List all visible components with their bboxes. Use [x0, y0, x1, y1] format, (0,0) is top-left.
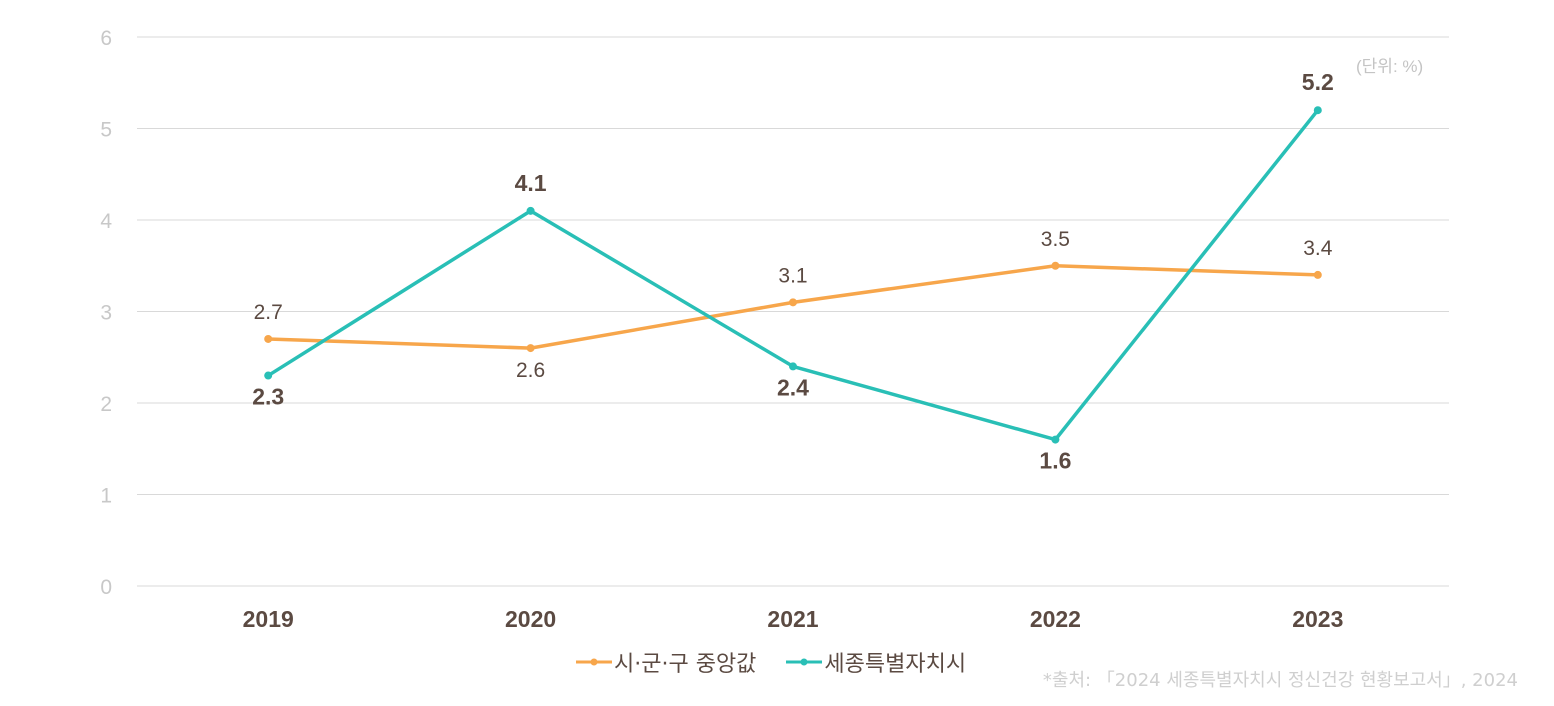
series-lines [264, 106, 1322, 444]
data-label: 2.3 [252, 384, 284, 410]
legend-item-sejong[interactable]: 세종특별자치시 [786, 646, 966, 678]
data-label: 3.4 [1303, 237, 1333, 260]
gridlines [137, 36, 1449, 587]
source-note: *출처: 「2024 세종특별자치시 정신건강 현황보고서」, 2024 [1042, 670, 1518, 691]
data-label: 2.7 [254, 301, 283, 324]
legend-label: 시·군·구 중앙값 [614, 652, 757, 677]
data-point[interactable] [264, 371, 273, 380]
legend-label: 세종특별자치시 [824, 652, 967, 677]
data-point[interactable] [789, 362, 797, 371]
x-tick-label: 2021 [767, 606, 818, 632]
data-label: 3.1 [778, 264, 807, 287]
data-label: 3.5 [1041, 228, 1070, 251]
data-label: 2.6 [516, 359, 545, 382]
data-label: 4.1 [515, 170, 547, 196]
data-point[interactable] [1051, 261, 1060, 270]
y-tick-label: 2 [100, 393, 112, 416]
data-point[interactable] [789, 298, 797, 307]
legend: 시·군·구 중앙값 세종특별자치시 [576, 646, 966, 678]
x-tick-label: 2023 [1292, 606, 1343, 632]
x-tick-label: 2020 [505, 606, 556, 632]
data-point[interactable] [526, 206, 535, 215]
data-label: 2.4 [777, 374, 809, 400]
data-point[interactable] [1313, 106, 1322, 115]
data-point[interactable] [1051, 435, 1060, 444]
y-tick-label: 0 [100, 576, 112, 599]
data-point[interactable] [1313, 270, 1322, 279]
legend-line-marker-orange [576, 658, 612, 666]
legend-item-sigungu[interactable]: 시·군·구 중앙값 [576, 646, 756, 678]
y-tick-label: 1 [100, 485, 112, 508]
legend-line-marker-teal [786, 658, 823, 666]
data-point[interactable] [264, 334, 273, 343]
y-tick-label: 5 [100, 119, 112, 142]
y-tick-label: 4 [100, 210, 112, 233]
data-label: 1.6 [1039, 448, 1071, 474]
y-axis-ticks: 0 1 2 3 4 5 6 [100, 27, 112, 599]
data-labels: 2.7 2.6 3.1 3.5 3.4 2.3 4.1 2.4 1.6 5.2 [252, 69, 1334, 473]
x-tick-label: 2022 [1030, 606, 1081, 632]
y-tick-label: 6 [100, 27, 112, 50]
unit-note: (단위: %) [1356, 57, 1424, 76]
y-tick-label: 3 [100, 302, 112, 325]
x-axis-ticks: 2019 2020 2021 2022 2023 [243, 606, 1344, 632]
data-label: 5.2 [1302, 69, 1334, 95]
x-tick-label: 2019 [243, 606, 294, 632]
data-point[interactable] [526, 344, 535, 353]
